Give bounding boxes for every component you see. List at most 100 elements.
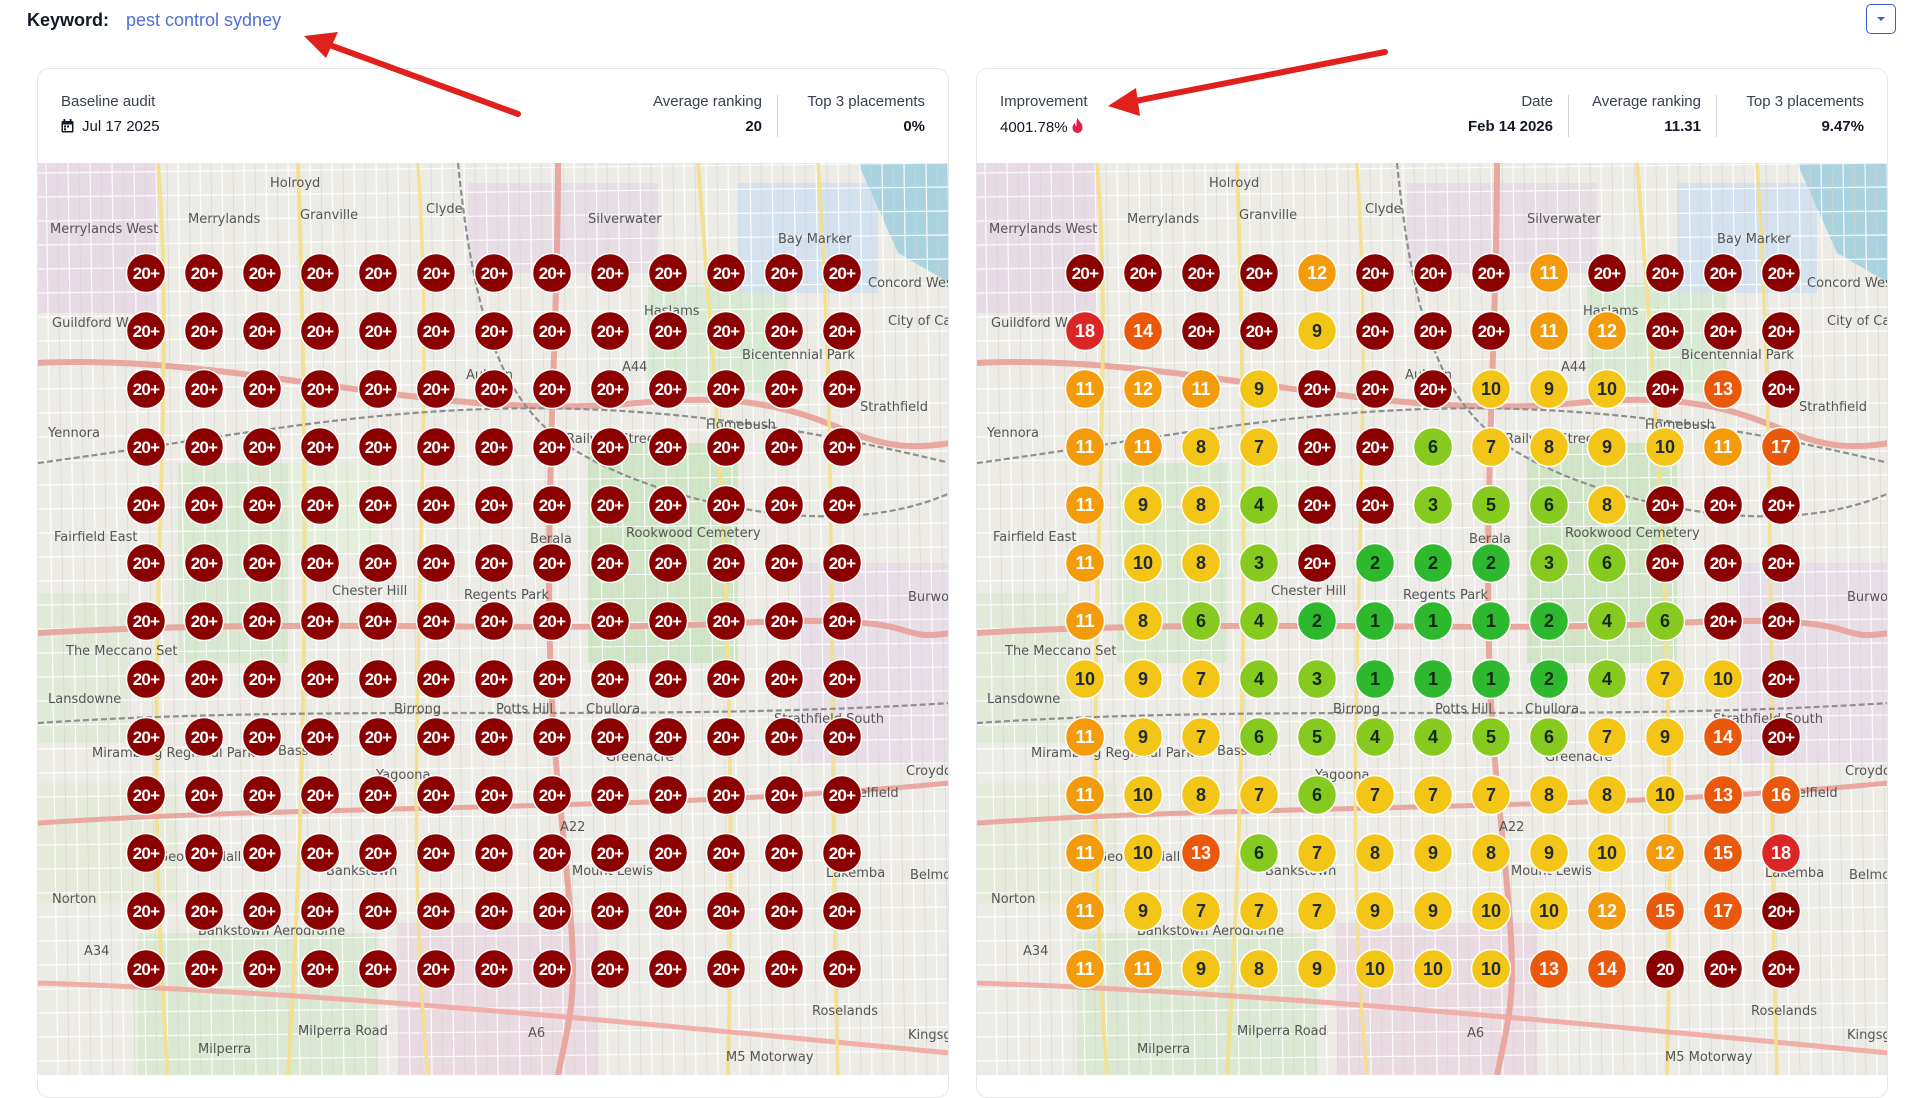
rank-marker[interactable]: 20+	[415, 368, 457, 410]
rank-marker[interactable]: 20+	[647, 774, 689, 816]
rank-marker[interactable]: 20+	[473, 658, 515, 700]
rank-marker[interactable]: 20+	[299, 716, 341, 758]
rank-marker[interactable]: 20+	[183, 890, 225, 932]
rank-marker[interactable]: 20+	[299, 484, 341, 526]
baseline-map[interactable]: Holroyd Merrylands Merrylands West Granvill…	[38, 163, 948, 1075]
rank-marker[interactable]: 20+	[125, 426, 167, 468]
rank-marker[interactable]: 11	[1064, 426, 1106, 468]
rank-marker[interactable]: 20+	[1644, 310, 1686, 352]
rank-marker[interactable]: 20+	[125, 484, 167, 526]
rank-marker[interactable]: 20+	[531, 484, 573, 526]
rank-marker[interactable]: 20+	[821, 310, 863, 352]
rank-marker[interactable]: 11	[1122, 426, 1164, 468]
rank-marker[interactable]: 20+	[241, 542, 283, 584]
rank-marker[interactable]: 11	[1528, 310, 1570, 352]
rank-marker[interactable]: 20+	[763, 948, 805, 990]
rank-marker[interactable]: 17	[1760, 426, 1802, 468]
rank-marker[interactable]: 20+	[125, 252, 167, 294]
rank-marker[interactable]: 20+	[1760, 948, 1802, 990]
rank-marker[interactable]: 20+	[415, 832, 457, 874]
rank-marker[interactable]: 20+	[183, 658, 225, 700]
rank-marker[interactable]: 20+	[357, 252, 399, 294]
rank-marker[interactable]: 14	[1122, 310, 1164, 352]
rank-marker[interactable]: 20+	[589, 310, 631, 352]
rank-marker[interactable]: 20+	[1702, 600, 1744, 642]
rank-marker[interactable]: 20+	[531, 832, 573, 874]
rank-marker[interactable]: 20+	[589, 542, 631, 584]
rank-marker[interactable]: 20+	[531, 426, 573, 468]
rank-marker[interactable]: 13	[1702, 368, 1744, 410]
rank-marker[interactable]: 20+	[473, 600, 515, 642]
rank-marker[interactable]: 20+	[125, 658, 167, 700]
rank-marker[interactable]: 20+	[241, 890, 283, 932]
rank-marker[interactable]: 10	[1644, 774, 1686, 816]
rank-marker[interactable]: 11	[1064, 716, 1106, 758]
rank-marker[interactable]: 15	[1702, 832, 1744, 874]
rank-marker[interactable]: 20+	[589, 658, 631, 700]
rank-marker[interactable]: 8	[1180, 542, 1222, 584]
rank-marker[interactable]: 20+	[183, 368, 225, 410]
rank-marker[interactable]: 20+	[647, 716, 689, 758]
rank-marker[interactable]: 8	[1238, 948, 1280, 990]
rank-marker[interactable]: 1	[1412, 658, 1454, 700]
rank-marker[interactable]: 20+	[473, 774, 515, 816]
rank-marker[interactable]: 9	[1412, 832, 1454, 874]
rank-marker[interactable]: 10	[1412, 948, 1454, 990]
rank-marker[interactable]: 2	[1528, 600, 1570, 642]
rank-marker[interactable]: 10	[1586, 368, 1628, 410]
rank-marker[interactable]: 9	[1412, 890, 1454, 932]
rank-marker[interactable]: 20+	[647, 600, 689, 642]
rank-marker[interactable]: 20+	[589, 948, 631, 990]
rank-marker[interactable]: 20+	[1296, 426, 1338, 468]
rank-marker[interactable]: 20+	[1702, 948, 1744, 990]
rank-marker[interactable]: 20+	[357, 484, 399, 526]
rank-marker[interactable]: 10	[1122, 542, 1164, 584]
rank-marker[interactable]: 20+	[763, 716, 805, 758]
rank-marker[interactable]: 20+	[125, 948, 167, 990]
rank-marker[interactable]: 20+	[357, 368, 399, 410]
rank-marker[interactable]: 14	[1586, 948, 1628, 990]
rank-marker[interactable]: 20+	[241, 716, 283, 758]
rank-marker[interactable]: 6	[1528, 716, 1570, 758]
rank-marker[interactable]: 13	[1702, 774, 1744, 816]
rank-marker[interactable]: 20+	[473, 310, 515, 352]
rank-marker[interactable]: 20+	[821, 774, 863, 816]
rank-marker[interactable]: 11	[1064, 542, 1106, 584]
rank-marker[interactable]: 12	[1644, 832, 1686, 874]
rank-marker[interactable]: 1	[1412, 600, 1454, 642]
rank-marker[interactable]: 4	[1238, 600, 1280, 642]
rank-marker[interactable]: 20+	[241, 252, 283, 294]
rank-marker[interactable]: 10	[1528, 890, 1570, 932]
rank-marker[interactable]: 20+	[125, 774, 167, 816]
rank-marker[interactable]: 20+	[357, 832, 399, 874]
rank-marker[interactable]: 8	[1354, 832, 1396, 874]
rank-marker[interactable]: 20+	[589, 368, 631, 410]
rank-marker[interactable]: 20+	[415, 426, 457, 468]
rank-marker[interactable]: 3	[1238, 542, 1280, 584]
rank-marker[interactable]: 20+	[531, 948, 573, 990]
rank-marker[interactable]: 4	[1354, 716, 1396, 758]
rank-marker[interactable]: 20+	[821, 252, 863, 294]
rank-marker[interactable]: 20+	[1354, 426, 1396, 468]
rank-marker[interactable]: 20+	[299, 832, 341, 874]
rank-marker[interactable]: 6	[1238, 716, 1280, 758]
rank-marker[interactable]: 10	[1702, 658, 1744, 700]
rank-marker[interactable]: 20+	[531, 716, 573, 758]
rank-marker[interactable]: 13	[1180, 832, 1222, 874]
rank-marker[interactable]: 7	[1180, 716, 1222, 758]
rank-marker[interactable]: 20+	[1470, 310, 1512, 352]
rank-marker[interactable]: 20+	[357, 600, 399, 642]
rank-marker[interactable]: 20+	[705, 426, 747, 468]
rank-marker[interactable]: 6	[1296, 774, 1338, 816]
rank-marker[interactable]: 20+	[415, 484, 457, 526]
rank-marker[interactable]: 7	[1180, 890, 1222, 932]
rank-marker[interactable]: 20+	[357, 426, 399, 468]
rank-marker[interactable]: 20+	[1760, 890, 1802, 932]
rank-marker[interactable]: 20+	[415, 948, 457, 990]
rank-marker[interactable]: 20+	[705, 368, 747, 410]
rank-marker[interactable]: 20	[1644, 948, 1686, 990]
rank-marker[interactable]: 14	[1702, 716, 1744, 758]
rank-marker[interactable]: 5	[1296, 716, 1338, 758]
rank-marker[interactable]: 20+	[1296, 484, 1338, 526]
rank-marker[interactable]: 10	[1470, 890, 1512, 932]
